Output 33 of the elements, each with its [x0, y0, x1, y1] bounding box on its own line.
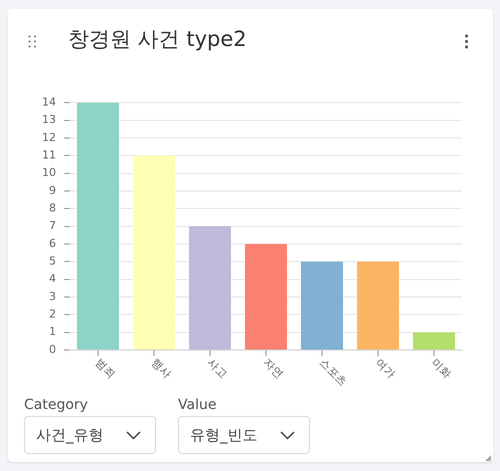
y-tick-label: 7 [49, 219, 56, 232]
y-tick-label: 3 [49, 290, 56, 303]
y-tick-label: 9 [49, 184, 56, 197]
x-tick-label: 사고 [204, 356, 230, 381]
y-tick-label: 5 [49, 254, 56, 268]
y-tick-label: 0 [49, 342, 56, 356]
bar [301, 262, 343, 350]
x-tick-label: 행사 [148, 356, 174, 381]
y-tick-label: 1 [49, 325, 56, 338]
y-tick-label: 13 [42, 113, 56, 126]
bar [189, 226, 231, 350]
bar [357, 262, 399, 350]
dropdown-field: 사건_유형 [24, 416, 156, 454]
dropdown-field: 유형_빈도 [178, 416, 310, 454]
y-tick-label: 8 [49, 201, 56, 214]
y-tick-label: 12 [42, 130, 56, 144]
text: Value [178, 396, 216, 414]
x-tick-label: 범죄 [92, 356, 118, 381]
chart-title: 창경원 사건 type2 [68, 26, 247, 53]
x-tick-label: 여가 [372, 356, 398, 381]
y-tick-label: 14 [42, 95, 56, 108]
y-tick-label: 10 [42, 166, 56, 180]
text: Category [24, 396, 88, 414]
bar [77, 102, 119, 350]
y-tick-label: 2 [49, 308, 56, 321]
bar [413, 332, 455, 350]
y-tick-label: 6 [49, 236, 56, 250]
bar [245, 244, 287, 350]
y-tick-label: 4 [49, 272, 56, 286]
y-tick-label: 11 [42, 148, 56, 162]
x-tick-label: 자연 [260, 356, 286, 381]
x-tick-label: 미화 [428, 356, 454, 381]
bar [133, 156, 175, 350]
